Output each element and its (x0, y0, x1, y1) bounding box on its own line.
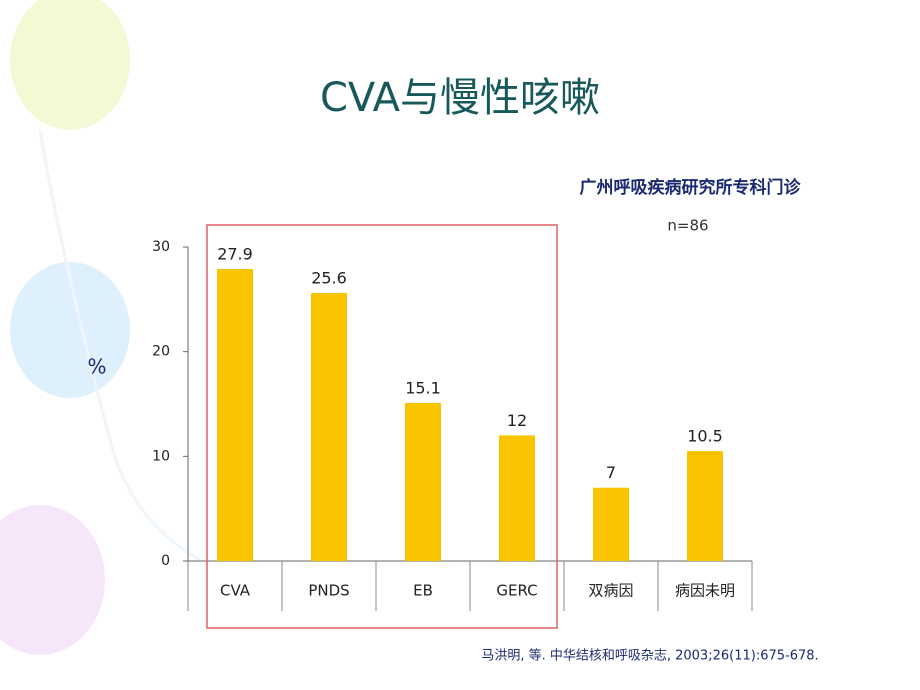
x-tick-label: PNDS (308, 582, 349, 600)
y-tick-label: 0 (161, 553, 170, 569)
background-balloons (0, 0, 201, 655)
y-axis-label: % (87, 355, 106, 379)
bar (593, 487, 629, 561)
bar (405, 402, 441, 561)
sample-size: n=86 (667, 217, 708, 235)
y-tick-label: 20 (152, 344, 170, 360)
value-label: 7 (606, 463, 616, 482)
value-label: 25.6 (311, 269, 347, 288)
x-tick-label: GERC (496, 582, 537, 600)
x-tick-label: EB (413, 582, 433, 600)
source: 马洪明, 等. 中华结核和呼吸杂志, 2003;26(11):675-678. (481, 648, 818, 664)
subtitle: 广州呼吸疾病研究所专科门诊 (580, 177, 802, 198)
value-label: 12 (507, 411, 527, 430)
slide-title: CVA与慢性咳嗽 (320, 75, 600, 121)
value-label: 27.9 (217, 244, 253, 263)
value-label: 15.1 (405, 378, 441, 397)
value-label: 10.5 (687, 427, 723, 446)
bar (687, 451, 723, 561)
bar (311, 293, 347, 561)
y-tick-label: 10 (152, 448, 170, 464)
y-tick-label: 30 (152, 239, 170, 255)
x-tick-label: CVA (220, 582, 251, 600)
bar (499, 435, 535, 561)
highlight-box (206, 224, 558, 629)
bar (217, 268, 253, 561)
x-tick-label: 病因未明 (675, 582, 735, 600)
x-tick-label: 双病因 (588, 582, 633, 600)
